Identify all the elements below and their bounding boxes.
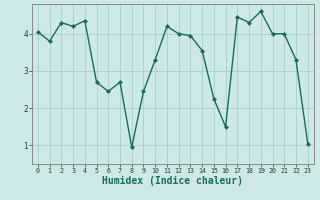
X-axis label: Humidex (Indice chaleur): Humidex (Indice chaleur) [102,176,243,186]
